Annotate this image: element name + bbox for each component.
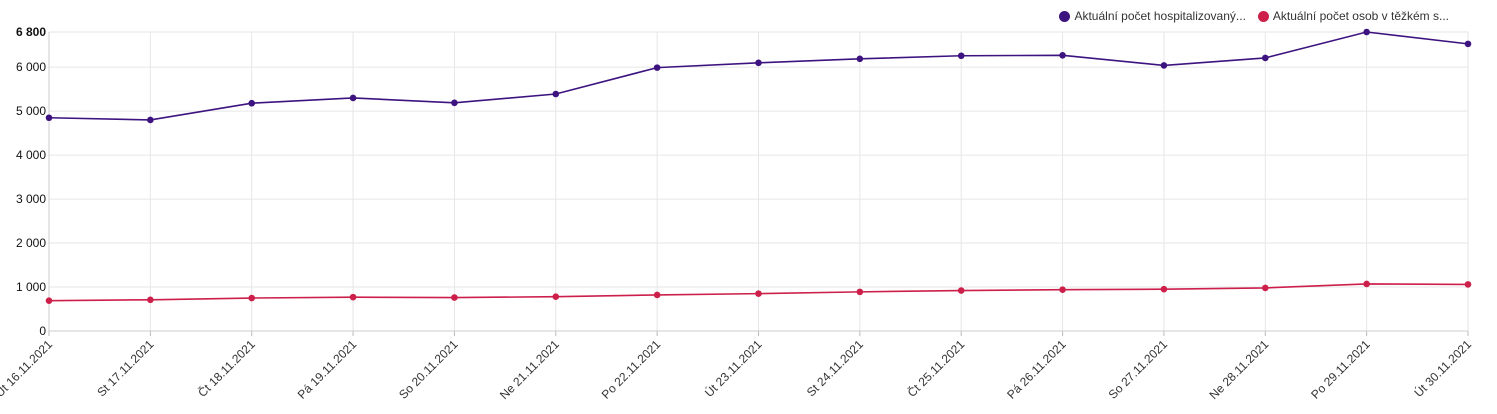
x-tick-label: So 20.11.2021: [396, 337, 461, 402]
y-tick-label: 1 000: [16, 280, 46, 294]
data-point[interactable]: [45, 114, 53, 122]
data-point[interactable]: [451, 294, 458, 301]
y-tick-label: 6 800: [16, 25, 46, 39]
grid-layer: [48, 31, 1469, 332]
data-point[interactable]: [856, 55, 864, 63]
x-tick-label: St 24.11.2021: [804, 337, 866, 399]
data-point[interactable]: [552, 90, 560, 98]
data-point[interactable]: [147, 116, 154, 124]
series-group-2: [45, 280, 1472, 304]
data-point[interactable]: [1464, 40, 1472, 48]
x-tick-label: Čt 25.11.2021: [904, 336, 968, 400]
y-tick-label: 0: [39, 324, 46, 338]
x-tick-label: Po 29.11.2021: [1308, 337, 1373, 402]
y-tick-label: 3 000: [16, 192, 46, 206]
data-point[interactable]: [755, 290, 762, 297]
data-point[interactable]: [1160, 62, 1168, 69]
data-point[interactable]: [1261, 284, 1269, 292]
x-tick-label: Ne 21.11.2021: [497, 337, 562, 402]
data-point[interactable]: [1059, 52, 1066, 59]
data-point[interactable]: [957, 52, 965, 60]
x-tick-label: St 17.11.2021: [94, 337, 156, 399]
data-point[interactable]: [1464, 281, 1472, 288]
data-point[interactable]: [1059, 286, 1066, 293]
data-point[interactable]: [349, 293, 357, 301]
x-tick-label: Pá 26.11.2021: [1004, 337, 1069, 402]
legend-label: Aktuální počet hospitalizovaný...: [1074, 9, 1246, 23]
data-point[interactable]: [653, 64, 661, 71]
data-point[interactable]: [248, 99, 256, 107]
legend-swatch-icon: [1257, 10, 1269, 22]
data-point[interactable]: [248, 294, 256, 302]
x-tick-label: Ne 28.11.2021: [1206, 337, 1271, 402]
legend-label: Aktuální počet osob v těžkém s...: [1272, 9, 1449, 23]
chart-legend: Aktuální počet hospitalizovaný... Aktuáln…: [1059, 9, 1449, 23]
data-point[interactable]: [1160, 285, 1168, 293]
data-point[interactable]: [552, 293, 560, 301]
data-point[interactable]: [147, 296, 154, 304]
data-point[interactable]: [1363, 28, 1370, 36]
data-point[interactable]: [755, 59, 762, 67]
series-layer: [45, 28, 1472, 304]
y-tick-label: 5 000: [16, 104, 46, 118]
axis-layer: 0 1 000 2 000 3 000 4 000 5 000 6 000 6 800 Út 1…: [0, 25, 1474, 402]
legend-item[interactable]: Aktuální počet osob v těžkém s...: [1257, 9, 1449, 23]
y-tick-label: 4 000: [16, 148, 46, 162]
y-tick-label: 6 000: [16, 60, 46, 74]
legend-swatch-icon: [1059, 10, 1071, 22]
x-tick-label: So 27.11.2021: [1106, 337, 1171, 402]
x-tick-label: Po 22.11.2021: [599, 337, 664, 402]
x-tick-label: Út 16.11.2021: [0, 336, 55, 400]
data-point[interactable]: [1363, 280, 1370, 288]
data-point[interactable]: [451, 99, 458, 107]
data-point[interactable]: [856, 288, 864, 296]
data-point[interactable]: [45, 297, 53, 304]
x-tick-label: Pá 19.11.2021: [295, 337, 360, 402]
y-tick-label: 2 000: [16, 236, 46, 250]
series-group-1: [45, 28, 1472, 124]
legend-item[interactable]: Aktuální počet hospitalizovaný...: [1059, 9, 1246, 23]
data-point[interactable]: [957, 287, 965, 294]
x-tick-label: Út 30.11.2021: [1411, 336, 1475, 400]
data-point[interactable]: [653, 291, 661, 299]
x-tick-label: Čt 18.11.2021: [195, 336, 259, 400]
x-tick-label: Út 23.11.2021: [701, 336, 765, 400]
data-point[interactable]: [349, 94, 357, 102]
data-point[interactable]: [1261, 54, 1269, 62]
